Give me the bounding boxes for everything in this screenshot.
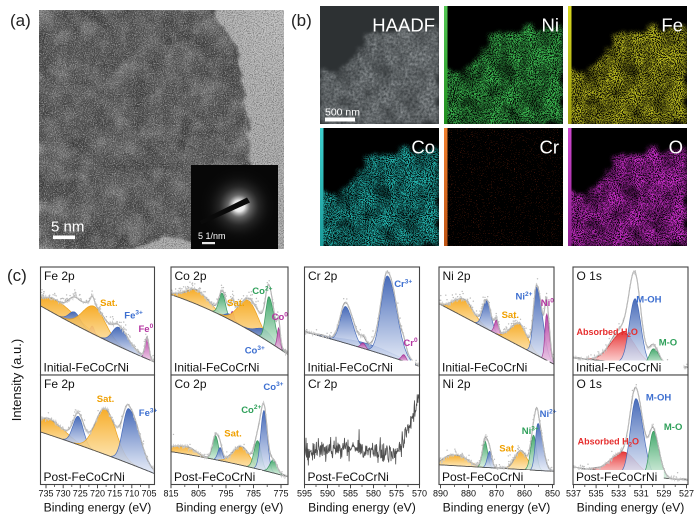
- svg-text:Binding energy (eV): Binding energy (eV): [443, 501, 551, 515]
- svg-text:HAADF: HAADF: [372, 15, 435, 36]
- svg-text:860: 860: [517, 489, 532, 499]
- svg-text:Fe 2p: Fe 2p: [44, 377, 75, 391]
- svg-text:531: 531: [634, 489, 649, 499]
- svg-text:Ni2+: Ni2+: [516, 291, 533, 303]
- svg-text:Post-FeCoCrNi: Post-FeCoCrNi: [308, 470, 389, 484]
- svg-text:795: 795: [218, 489, 233, 499]
- svg-text:590: 590: [320, 489, 335, 499]
- svg-text:500 nm: 500 nm: [325, 107, 360, 119]
- svg-text:735: 735: [38, 489, 53, 499]
- svg-text:5 nm: 5 nm: [51, 219, 84, 236]
- svg-text:775: 775: [273, 489, 288, 499]
- svg-text:595: 595: [297, 489, 312, 499]
- svg-text:527: 527: [679, 489, 694, 499]
- svg-text:785: 785: [246, 489, 261, 499]
- svg-text:Co0: Co0: [272, 311, 289, 323]
- svg-text:805: 805: [191, 489, 206, 499]
- svg-text:Sat.: Sat.: [97, 394, 114, 405]
- svg-text:Fe 2p: Fe 2p: [44, 269, 75, 283]
- svg-text:Initial-FeCoCrNi: Initial-FeCoCrNi: [44, 361, 129, 375]
- svg-text:Initial-FeCoCrNi: Initial-FeCoCrNi: [308, 361, 393, 375]
- svg-text:Post-FeCoCrNi: Post-FeCoCrNi: [44, 470, 125, 484]
- svg-text:Sat.: Sat.: [502, 310, 519, 321]
- svg-text:Binding energy (eV): Binding energy (eV): [308, 501, 416, 515]
- svg-text:Sat.: Sat.: [499, 444, 516, 455]
- svg-text:M-O: M-O: [664, 422, 682, 433]
- svg-text:705: 705: [141, 489, 156, 499]
- svg-text:529: 529: [656, 489, 671, 499]
- svg-text:Ni 2p: Ni 2p: [443, 377, 471, 391]
- svg-text:535: 535: [589, 489, 604, 499]
- svg-text:575: 575: [389, 489, 404, 499]
- svg-text:(b): (b): [291, 11, 312, 30]
- svg-text:M-OH: M-OH: [636, 295, 661, 306]
- svg-text:Absorbed H2O: Absorbed H2O: [578, 436, 639, 448]
- svg-text:(c): (c): [7, 266, 27, 285]
- svg-text:710: 710: [124, 489, 139, 499]
- svg-text:Post-FeCoCrNi: Post-FeCoCrNi: [174, 470, 255, 484]
- svg-text:M-OH: M-OH: [646, 392, 671, 403]
- svg-text:Absorbed H2O: Absorbed H2O: [577, 327, 638, 339]
- svg-text:O 1s: O 1s: [577, 377, 602, 391]
- svg-text:Co3+: Co3+: [245, 345, 265, 357]
- svg-text:570: 570: [412, 489, 427, 499]
- svg-text:715: 715: [107, 489, 122, 499]
- svg-text:Co2+: Co2+: [241, 404, 261, 416]
- svg-text:Binding energy (eV): Binding energy (eV): [44, 501, 152, 515]
- svg-text:Co3+: Co3+: [263, 381, 283, 393]
- svg-text:Co2+: Co2+: [252, 285, 272, 297]
- svg-text:Ni0: Ni0: [541, 297, 555, 309]
- svg-text:Ni: Ni: [542, 15, 559, 36]
- svg-text:Co: Co: [411, 137, 435, 158]
- svg-text:730: 730: [56, 489, 71, 499]
- svg-text:870: 870: [489, 489, 504, 499]
- svg-text:Ni3+: Ni3+: [522, 426, 539, 438]
- svg-text:580: 580: [366, 489, 381, 499]
- svg-text:Cr0: Cr0: [403, 337, 418, 349]
- svg-text:Fe3+: Fe3+: [124, 310, 143, 322]
- svg-text:Binding energy (eV): Binding energy (eV): [176, 501, 284, 515]
- svg-text:Initial-FeCoCrNi: Initial-FeCoCrNi: [174, 361, 259, 375]
- svg-text:Co 2p: Co 2p: [175, 269, 207, 283]
- svg-text:Co 2p: Co 2p: [175, 377, 207, 391]
- svg-text:Fe: Fe: [661, 15, 683, 36]
- svg-text:O: O: [669, 137, 683, 158]
- svg-text:Initial-FeCoCrNi: Initial-FeCoCrNi: [442, 361, 527, 375]
- svg-text:815: 815: [163, 489, 178, 499]
- svg-text:Post-FeCoCrNi: Post-FeCoCrNi: [576, 470, 657, 484]
- svg-text:5 1/nm: 5 1/nm: [198, 231, 226, 241]
- svg-text:585: 585: [343, 489, 358, 499]
- svg-text:Intensity (a.u.): Intensity (a.u.): [9, 339, 24, 421]
- svg-text:Sat.: Sat.: [224, 428, 241, 439]
- svg-text:Sat.: Sat.: [100, 298, 117, 309]
- svg-text:Ni2+: Ni2+: [540, 409, 557, 421]
- svg-text:Post-FeCoCrNi: Post-FeCoCrNi: [442, 470, 523, 484]
- svg-text:Cr 2p: Cr 2p: [308, 377, 338, 391]
- svg-text:Binding energy (eV): Binding energy (eV): [577, 501, 685, 515]
- svg-text:M-O: M-O: [659, 337, 677, 348]
- svg-text:Cr3+: Cr3+: [394, 278, 412, 290]
- svg-text:Cr 2p: Cr 2p: [308, 269, 338, 283]
- svg-text:Ni 2p: Ni 2p: [443, 269, 471, 283]
- svg-text:725: 725: [73, 489, 88, 499]
- svg-text:890: 890: [433, 489, 448, 499]
- svg-text:(a): (a): [10, 11, 31, 30]
- svg-text:Sat.: Sat.: [227, 298, 244, 309]
- svg-text:O 1s: O 1s: [577, 269, 602, 283]
- svg-text:880: 880: [461, 489, 476, 499]
- svg-text:533: 533: [611, 489, 626, 499]
- svg-text:Fe3+: Fe3+: [139, 408, 158, 420]
- svg-text:Fe0: Fe0: [139, 323, 154, 335]
- svg-text:537: 537: [566, 489, 581, 499]
- svg-text:720: 720: [90, 489, 105, 499]
- svg-text:850: 850: [545, 489, 560, 499]
- svg-text:Initial-FeCoCrNi: Initial-FeCoCrNi: [576, 361, 661, 375]
- svg-text:Cr: Cr: [539, 137, 559, 158]
